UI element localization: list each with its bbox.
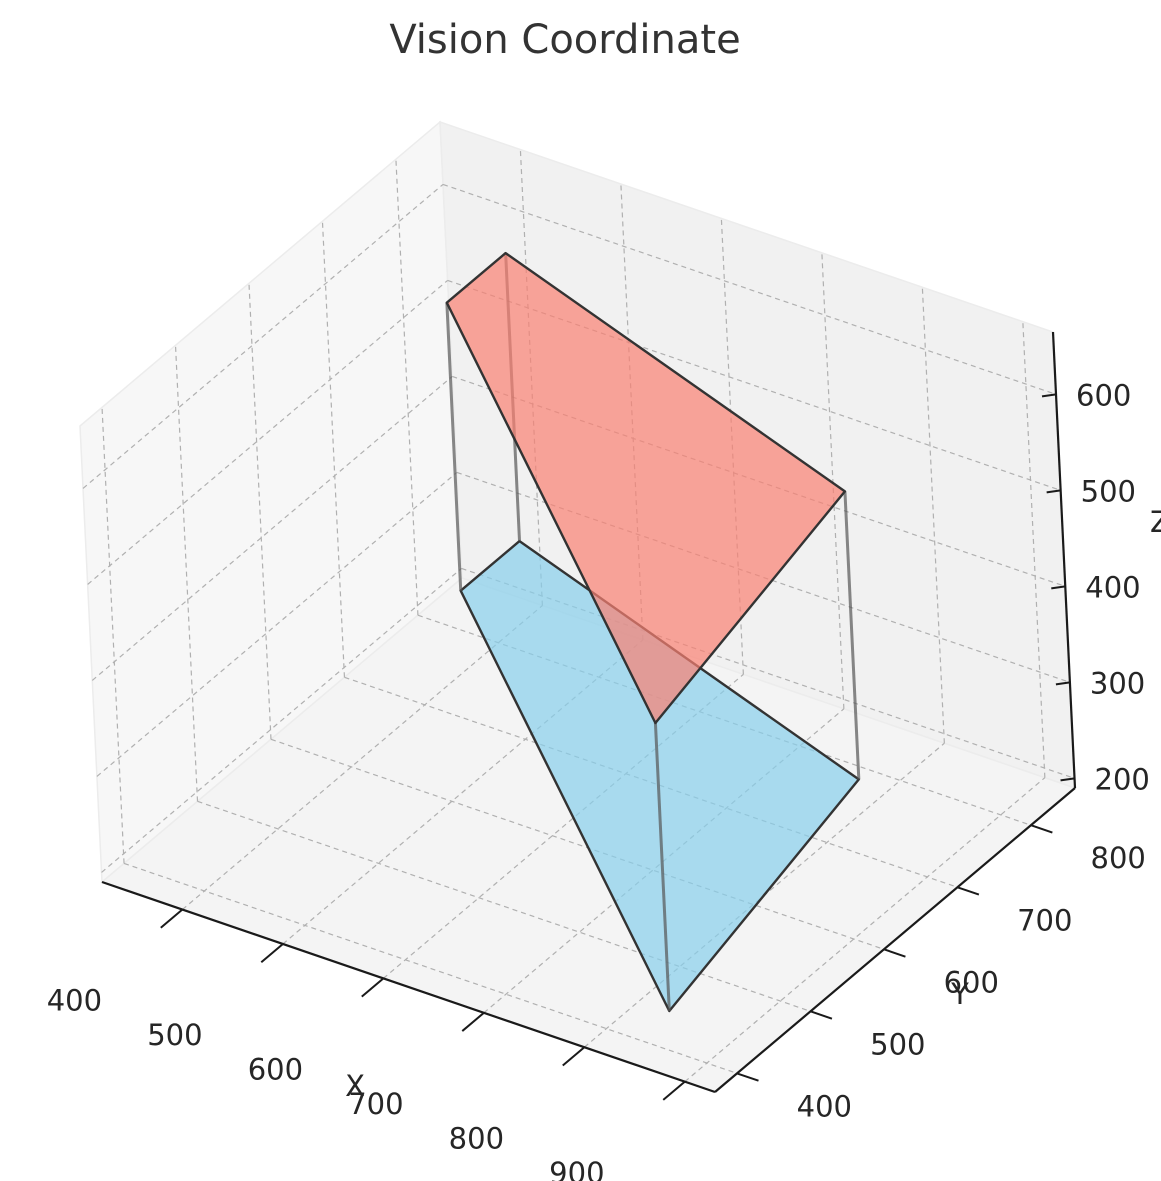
- chart-title: Vision Coordinate: [389, 17, 740, 63]
- gridline-y-left: [321, 221, 346, 678]
- y-tick-label: 700: [1017, 903, 1072, 937]
- y-tick-mark: [957, 886, 980, 896]
- gridline-x-back: [1022, 321, 1046, 778]
- gridline-y-left: [395, 159, 419, 616]
- y-tick-label: 600: [944, 965, 999, 999]
- z-tick-label: 300: [1090, 666, 1145, 700]
- y-tick-label: 500: [870, 1027, 925, 1061]
- x-tick-mark: [662, 1080, 686, 1101]
- vertical-edge: [653, 722, 671, 1012]
- gridline-x-floor: [382, 673, 744, 979]
- x-tick-label: 900: [549, 1156, 604, 1181]
- x-tick-mark: [260, 943, 284, 963]
- chart-surfaces: [445, 251, 861, 1013]
- chart-tick-labels: 400 500 600 700 800 900 400 500 600 700 800 200 300 4…: [47, 378, 1150, 1181]
- gridline-y-left: [174, 345, 199, 802]
- gridline-z-left: [87, 279, 449, 585]
- x-axis-line: [101, 880, 716, 1094]
- z-tick-label: 600: [1076, 378, 1131, 412]
- z-tick-mark: [1041, 393, 1057, 398]
- top-surface: [445, 251, 847, 725]
- y-tick-mark: [810, 1010, 833, 1020]
- gridline-x-floor: [182, 605, 543, 910]
- gridline-x-floor: [684, 777, 1046, 1083]
- gridline-y-left: [101, 407, 125, 864]
- y-tick-mark: [1030, 824, 1053, 834]
- vertical-edge: [843, 491, 861, 780]
- z-tick-mark: [1046, 489, 1061, 494]
- y-axis-label: Y: [950, 977, 969, 1011]
- x-tick-mark: [562, 1046, 586, 1067]
- gridline-x-back: [921, 287, 945, 744]
- gridline-x-floor: [282, 639, 644, 945]
- x-tick-mark: [461, 1012, 485, 1032]
- gridline-x-back: [821, 252, 845, 709]
- y-tick-mark: [736, 1072, 759, 1082]
- gridline-z-left: [82, 183, 444, 489]
- y-tick-label: 800: [1091, 841, 1146, 875]
- gridline-y-left: [248, 283, 272, 740]
- chart-axes: [101, 331, 1077, 1101]
- y-tick-mark: [883, 948, 906, 958]
- x-tick-label: 400: [47, 984, 102, 1018]
- z-tick-label: 200: [1095, 762, 1150, 796]
- z-axis-line: [1051, 331, 1077, 789]
- x-tick-label: 500: [147, 1018, 202, 1052]
- x-tick-label: 700: [348, 1087, 403, 1121]
- bottom-surface: [459, 539, 860, 1013]
- x-tick-label: 800: [449, 1121, 504, 1155]
- z-tick-label: 500: [1081, 474, 1136, 508]
- z-tick-label: 400: [1085, 570, 1140, 604]
- gridline-z-left: [101, 567, 462, 873]
- z-tick-mark: [1055, 681, 1071, 686]
- y-tick-label: 400: [797, 1089, 852, 1123]
- y-axis-line: [714, 787, 1076, 1093]
- gridline-z-left: [96, 471, 458, 777]
- x-tick-mark: [160, 908, 184, 929]
- x-axis-label: X: [345, 1069, 365, 1103]
- vertical-edge: [445, 302, 463, 591]
- gridline-z-left: [91, 375, 453, 681]
- z-axis-label: Z: [1150, 505, 1161, 539]
- z-tick-mark: [1060, 777, 1075, 782]
- z-tick-mark: [1051, 585, 1066, 590]
- x-tick-label: 600: [248, 1053, 303, 1087]
- x-tick-mark: [361, 977, 385, 998]
